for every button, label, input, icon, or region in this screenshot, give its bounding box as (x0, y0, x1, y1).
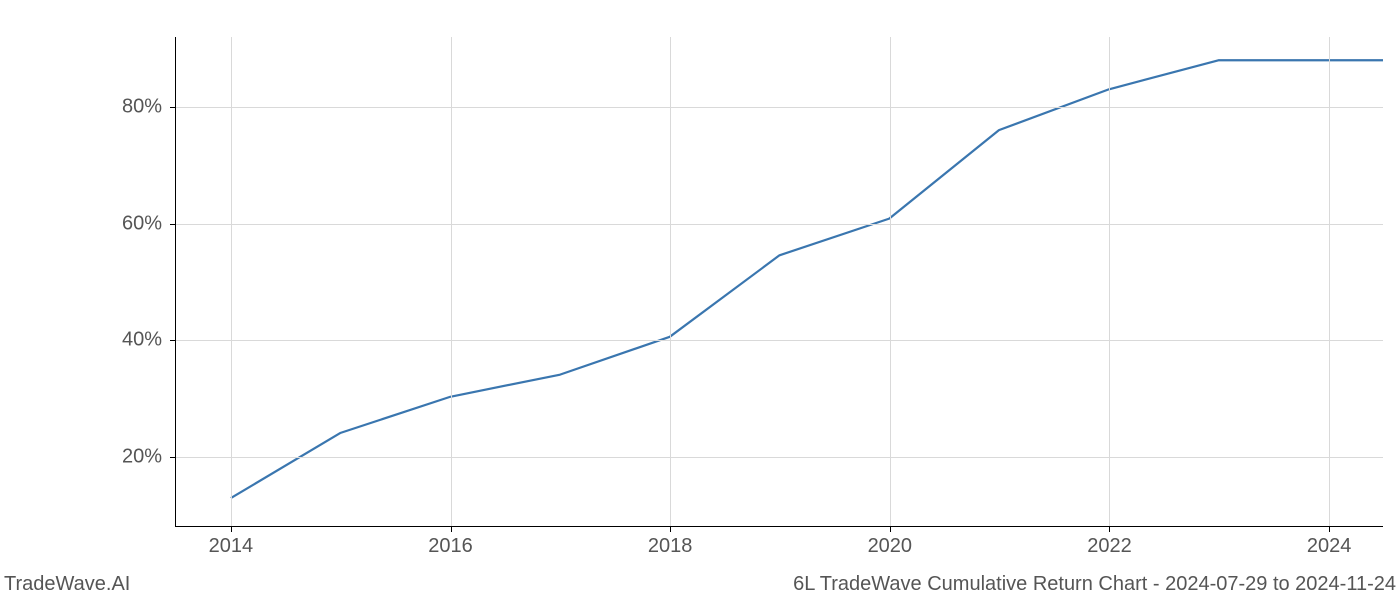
y-tick-label: 80% (122, 96, 162, 119)
x-tick (1329, 526, 1330, 532)
x-tick (890, 526, 891, 532)
grid-vertical (670, 37, 671, 526)
chart-container: 20142016201820202022202420%40%60%80% (175, 37, 1383, 527)
x-tick-label: 2016 (428, 535, 473, 558)
x-tick-label: 2018 (648, 535, 693, 558)
grid-vertical (451, 37, 452, 526)
x-tick (231, 526, 232, 532)
grid-horizontal (176, 224, 1383, 225)
x-tick (1109, 526, 1110, 532)
y-tick-label: 40% (122, 329, 162, 352)
grid-vertical (890, 37, 891, 526)
grid-vertical (1329, 37, 1330, 526)
x-tick-label: 2022 (1087, 535, 1132, 558)
x-tick (451, 526, 452, 532)
grid-vertical (1109, 37, 1110, 526)
y-tick-label: 20% (122, 446, 162, 469)
grid-vertical (231, 37, 232, 526)
footer-right-caption: 6L TradeWave Cumulative Return Chart - 2… (793, 573, 1396, 596)
y-tick (170, 224, 176, 225)
grid-horizontal (176, 340, 1383, 341)
x-tick-label: 2024 (1307, 535, 1352, 558)
grid-horizontal (176, 107, 1383, 108)
footer-left-brand: TradeWave.AI (4, 573, 130, 596)
y-tick (170, 340, 176, 341)
grid-horizontal (176, 457, 1383, 458)
x-tick-label: 2020 (868, 535, 913, 558)
x-tick (670, 526, 671, 532)
plot-area: 20142016201820202022202420%40%60%80% (175, 37, 1383, 527)
y-tick-label: 60% (122, 212, 162, 235)
y-tick (170, 457, 176, 458)
x-tick-label: 2014 (209, 535, 254, 558)
y-tick (170, 107, 176, 108)
return-line (231, 60, 1383, 498)
line-svg (176, 37, 1383, 526)
